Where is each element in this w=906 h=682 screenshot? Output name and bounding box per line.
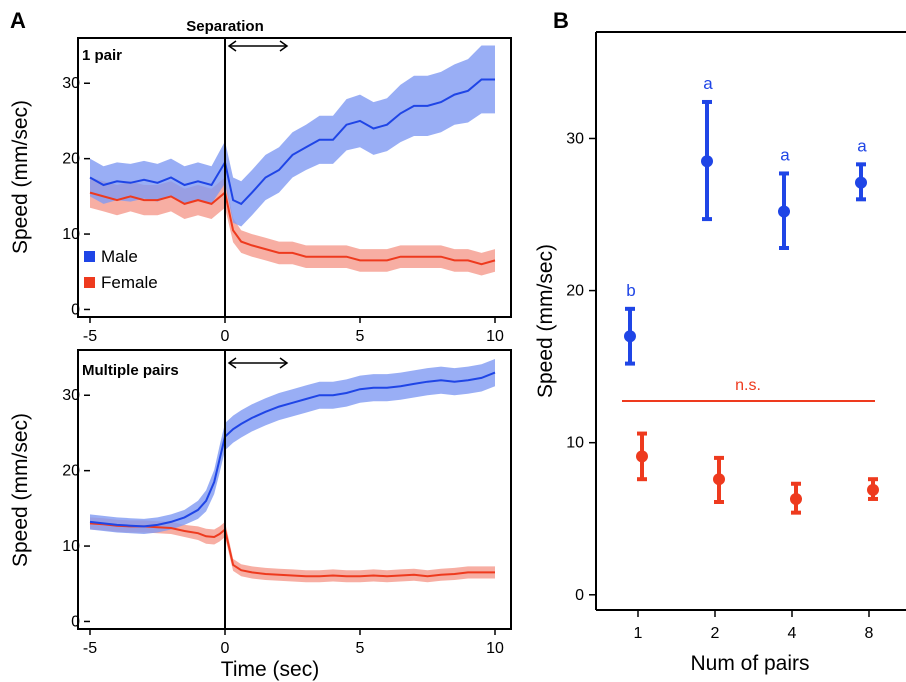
band-female (90, 517, 495, 583)
legend-swatch-male (84, 251, 95, 262)
legend-swatch-female (84, 277, 95, 288)
y-tick-label: 30 (62, 387, 80, 404)
error-bands (90, 359, 495, 583)
band-male (90, 45, 495, 227)
point-male (701, 155, 713, 168)
y-ticks: 0 10 20 30 (62, 387, 90, 630)
legend: Male Female (84, 247, 158, 292)
line-female (89, 522, 495, 578)
plot-frame (77, 37, 512, 318)
x-tick-label: 4 (788, 625, 797, 642)
x-tick-label: -5 (83, 640, 97, 657)
line-male (89, 78, 495, 206)
x-tick-label: 5 (356, 640, 365, 657)
y-tick-label: 20 (566, 283, 584, 300)
x-tick-label: 5 (356, 328, 365, 345)
x-tick-label: 8 (865, 625, 874, 642)
y-tick-label: 0 (575, 587, 584, 604)
x-ticks: 1 2 4 8 (634, 610, 874, 642)
y-axis-label: Speed (mm/sec) (9, 413, 32, 567)
x-tick-label: -5 (83, 328, 97, 345)
point-female (867, 483, 879, 496)
error-bands (90, 45, 495, 276)
x-axis-label: Time (sec) (221, 658, 319, 681)
x-tick-label: 2 (711, 625, 720, 642)
x-ticks: -5 0 5 10 (83, 317, 504, 345)
line-female (89, 190, 496, 266)
point-male (778, 205, 790, 218)
point-male (624, 330, 636, 343)
y-axis-label: Speed (mm/sec) (9, 100, 32, 254)
panel-sublabel: Multiple pairs (82, 362, 179, 379)
panel-sublabel: 1 pair (82, 47, 122, 64)
x-tick-label: 0 (221, 328, 230, 345)
y-tick-label: 0 (71, 301, 80, 318)
point-female (636, 450, 648, 463)
y-tick-label: 10 (62, 226, 80, 243)
y-tick-label: 30 (566, 130, 584, 147)
y-ticks: 0 10 20 30 (62, 75, 90, 318)
y-tick-label: 30 (62, 75, 80, 92)
y-tick-label: 10 (62, 538, 80, 555)
panel-label-a: A (10, 8, 26, 33)
line-male (89, 371, 496, 528)
significance-letter: a (780, 145, 790, 164)
plot-frame (77, 349, 512, 630)
band-male (90, 359, 495, 534)
separation-arrow (227, 357, 289, 369)
significance-letter: a (703, 74, 713, 93)
x-ticks: -5 0 5 10 (83, 629, 504, 657)
y-tick-label: 20 (62, 463, 80, 480)
legend-label-female: Female (101, 273, 158, 292)
y-tick-label: 10 (566, 435, 584, 452)
point-female (790, 492, 802, 505)
significance-letter: a (857, 136, 867, 155)
separation-arrow (227, 40, 289, 52)
x-tick-label: 0 (221, 640, 230, 657)
y-tick-label: 0 (71, 613, 80, 630)
separation-label: Separation (186, 18, 264, 35)
y-ticks: 0 10 20 30 (566, 130, 596, 604)
ns-label: n.s. (735, 377, 761, 394)
data-points: b a a a (624, 74, 879, 515)
significance-letter: b (626, 281, 635, 300)
series-lines (89, 78, 496, 266)
ns-annotation: n.s. (622, 377, 875, 402)
legend-label-male: Male (101, 247, 138, 266)
panel-label-b: B (553, 8, 569, 33)
point-male (855, 176, 867, 189)
point-female (713, 473, 725, 486)
x-axis-label: Num of pairs (690, 652, 809, 675)
x-tick-label: 10 (486, 640, 504, 657)
y-axis-label: Speed (mm/sec) (534, 244, 557, 398)
series-lines (89, 371, 496, 578)
y-tick-label: 20 (62, 151, 80, 168)
x-tick-label: 10 (486, 328, 504, 345)
chart-num-pairs: 1 2 4 8 0 10 20 30 b a a a n.s. Speed (mm/sec) Nu… (534, 31, 906, 675)
x-tick-label: 1 (634, 625, 643, 642)
